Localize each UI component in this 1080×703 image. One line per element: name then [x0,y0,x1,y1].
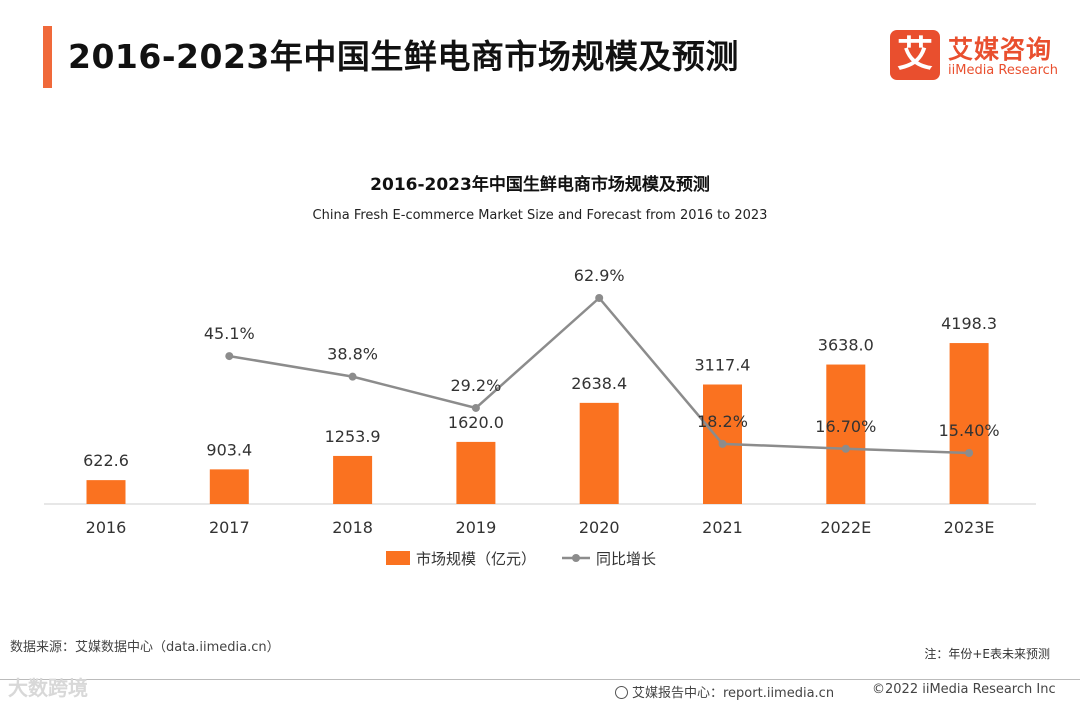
x-tick-2023E: 2023E [944,518,995,537]
growth-point-2021 [718,439,727,448]
logo-name-cn: 艾媒咨询 [948,35,1053,64]
chart-title: 2016-2023年中国生鲜电商市场规模及预测 [370,174,710,195]
growth-point-2022E [841,444,850,453]
x-tick-2020: 2020 [579,518,620,537]
market-size-chart: 2016-2023年中国生鲜电商市场规模及预测 China Fresh E-co… [44,174,1036,568]
bar-2019 [456,441,496,504]
bar-value-label-2022E: 3638.0 [818,336,874,355]
chart-subtitle: China Fresh E-commerce Market Size and F… [313,208,768,223]
bar-2017 [209,469,249,504]
legend-line-label: 同比增长 [596,550,656,568]
growth-label-2019: 29.2% [450,376,501,395]
bar-value-label-2023E: 4198.3 [941,314,997,333]
copyright: ©2022 iiMedia Research Inc [872,682,1056,697]
legend-bar-swatch [386,551,410,565]
growth-label-2021: 18.2% [697,412,748,431]
bar-value-label-2017: 903.4 [206,440,252,459]
x-tick-2019: 2019 [456,518,497,537]
logo-mark-icon: 艾 [890,30,940,80]
brand-logo[interactable]: 艾 艾媒咨询 iiMedia Research [890,30,1065,82]
bar-2020 [579,402,619,504]
growth-point-2019 [471,403,480,412]
page-title: 2016-2023年中国生鲜电商市场规模及预测 [68,37,739,76]
bar-2023E [949,343,989,504]
legend-bar-label: 市场规模（亿元） [416,550,536,568]
bar-value-label-2020: 2638.4 [571,374,627,393]
growth-point-2018 [348,372,357,381]
bar-value-label-2021: 3117.4 [695,355,751,374]
growth-label-2020: 62.9% [574,266,625,285]
x-tick-2022E: 2022E [820,518,871,537]
bar-2018 [333,455,373,504]
growth-label-2017: 45.1% [204,324,255,343]
footer-divider [0,679,1080,680]
watermark: 大数跨境 [8,676,88,700]
globe-icon [615,686,628,699]
growth-label-2023E: 15.40% [939,421,1000,440]
title-accent-bar [43,26,52,88]
bar-2016 [86,480,126,504]
x-tick-2017: 2017 [209,518,250,537]
bar-value-label-2018: 1253.9 [325,427,381,446]
report-center[interactable]: 艾媒报告中心：report.iimedia.cn [615,682,834,701]
report-center-text: 艾媒报告中心：report.iimedia.cn [632,686,835,701]
bar-value-label-2019: 1620.0 [448,413,504,432]
data-source: 数据来源：艾媒数据中心（data.iimedia.cn） [10,640,280,655]
growth-point-2023E [965,449,974,457]
bar-2022E [826,364,866,504]
growth-point-2020 [595,294,604,302]
growth-label-2022E: 16.70% [815,417,876,436]
chart-legend: 市场规模（亿元） 同比增长 [386,550,656,568]
x-tick-2016: 2016 [86,518,127,537]
growth-label-2018: 38.8% [327,345,378,364]
bar-value-label-2016: 622.6 [83,451,129,470]
x-tick-2021: 2021 [702,518,743,537]
x-tick-2018: 2018 [332,518,373,537]
legend-line-marker [572,554,580,562]
logo-name-en: iiMedia Research [948,63,1059,78]
growth-point-2017 [225,352,234,361]
forecast-note: 注：年份+E表未来预测 [924,647,1050,661]
